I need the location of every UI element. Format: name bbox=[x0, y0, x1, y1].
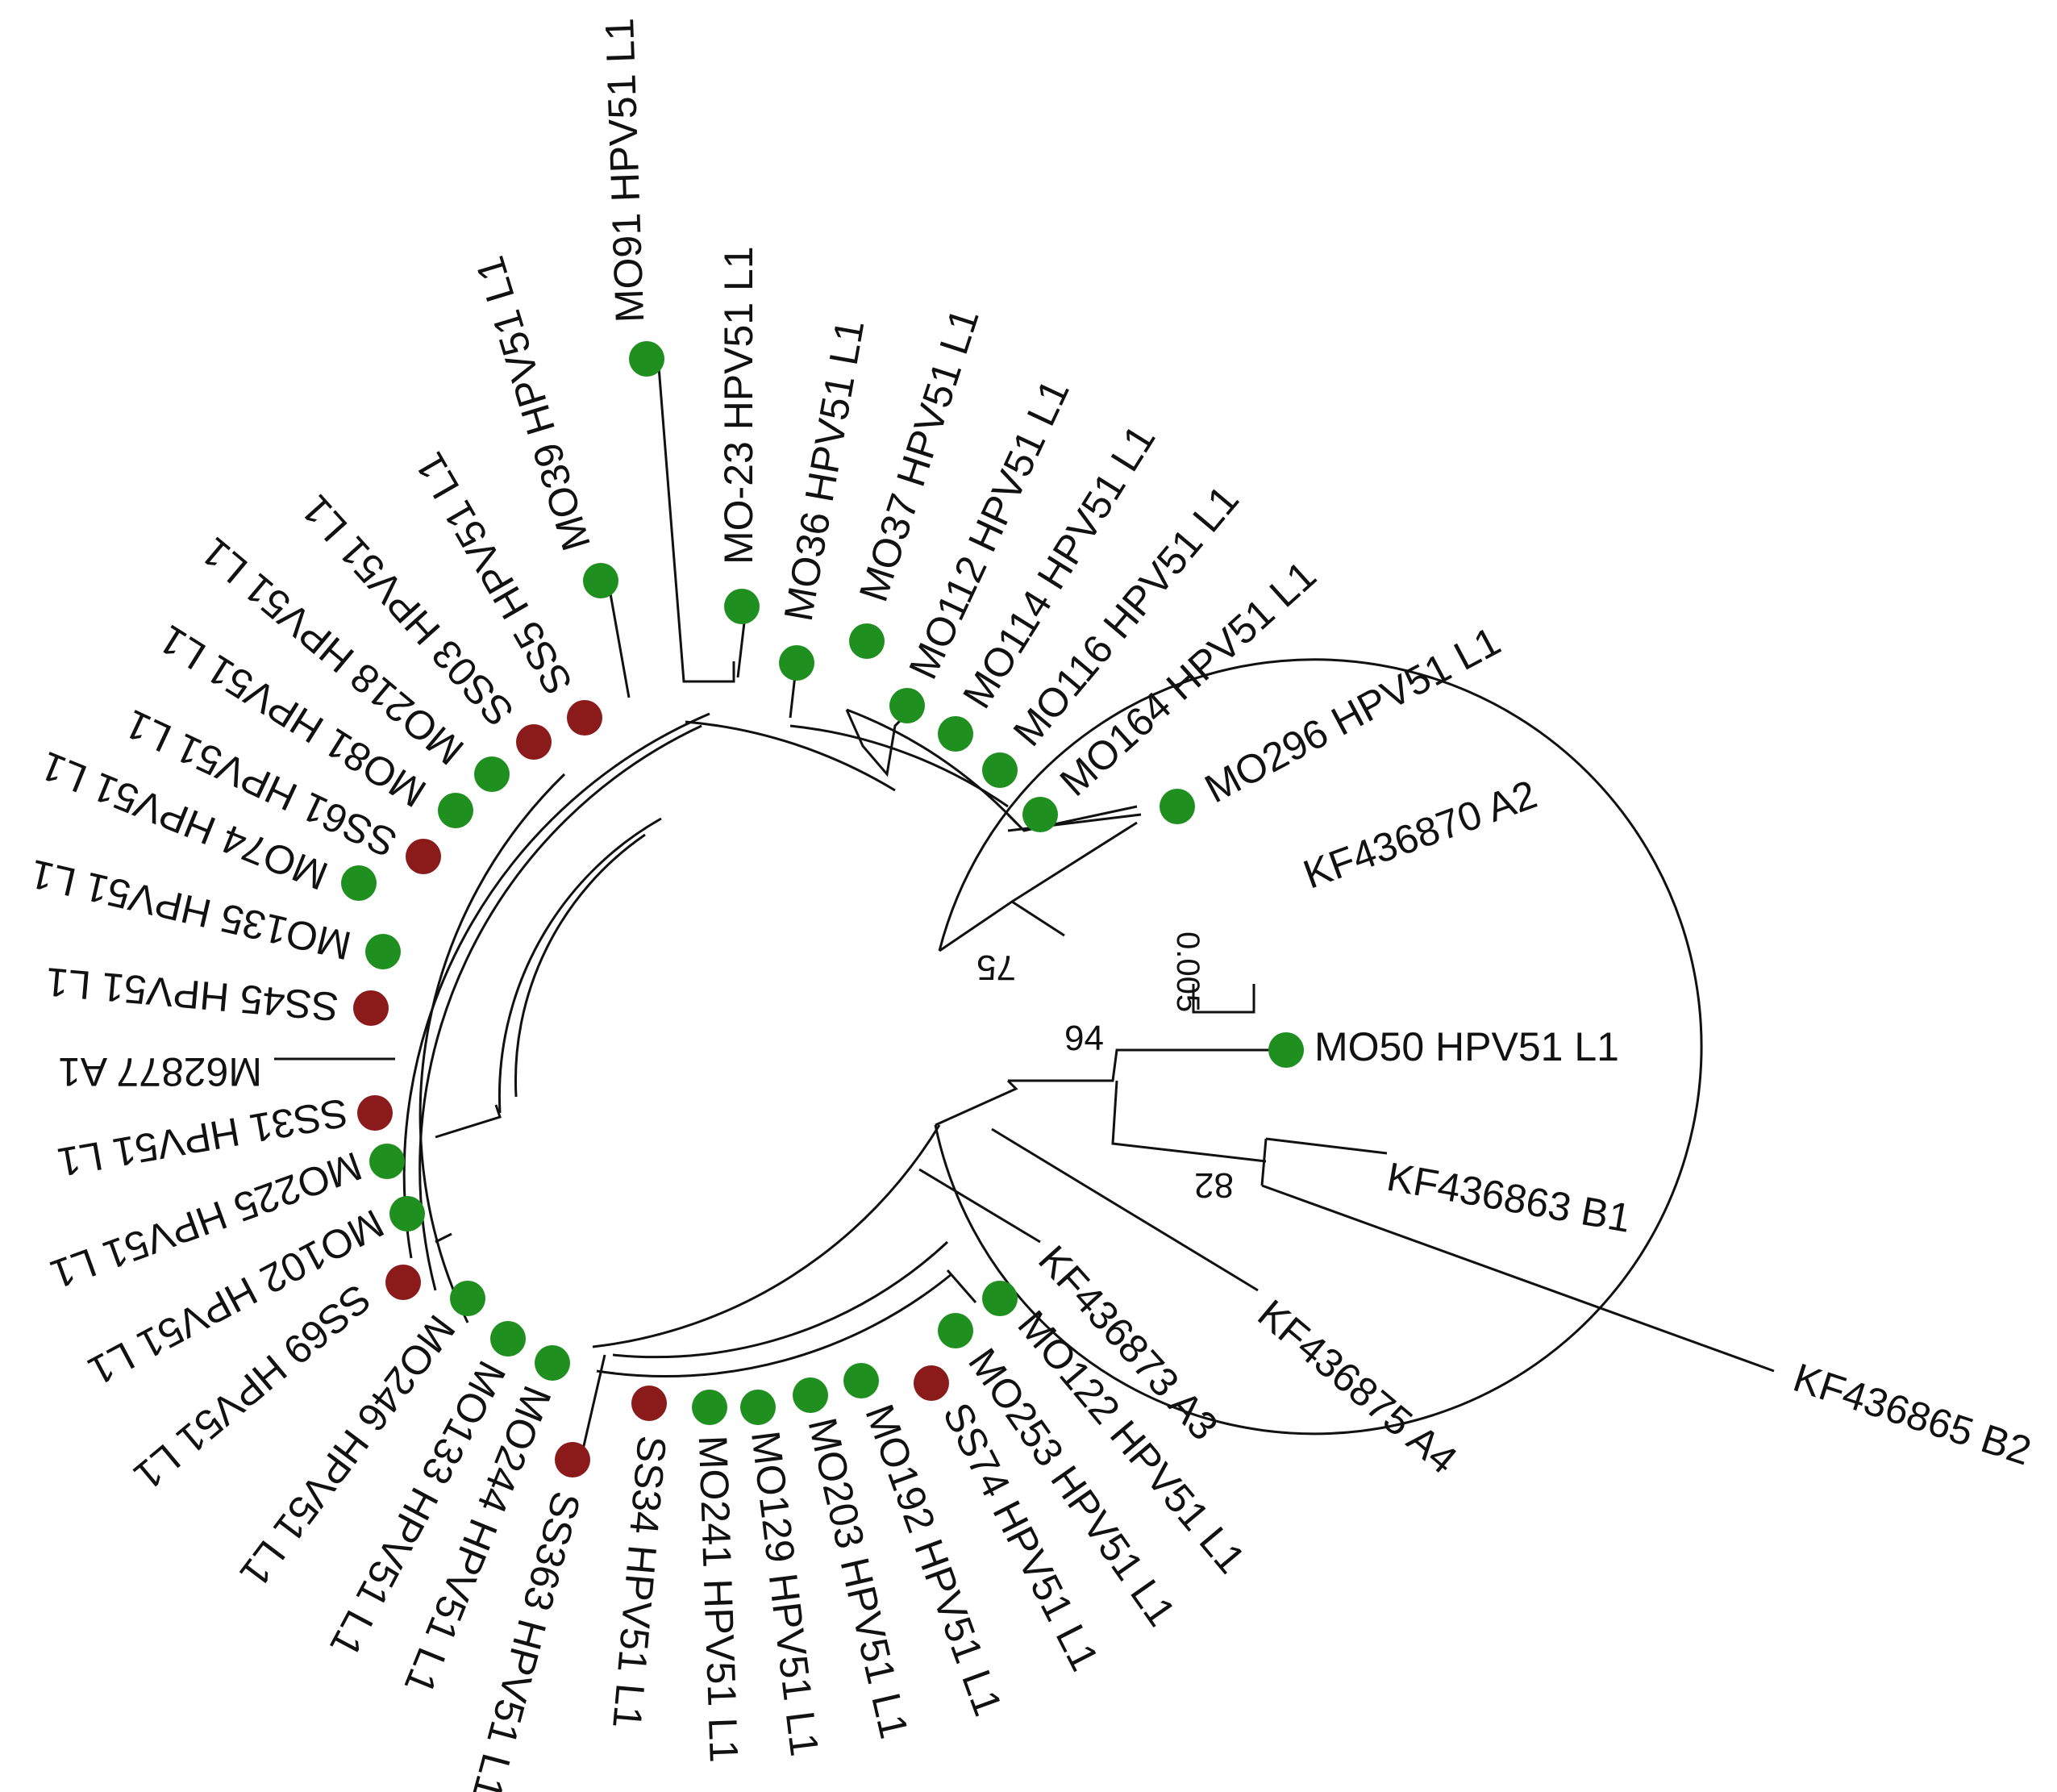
leaf-marker-red bbox=[357, 1095, 393, 1131]
arc-inner-3 bbox=[514, 833, 646, 1098]
leaf-label: M62877 A1 bbox=[58, 1049, 262, 1094]
leaf-marker-green bbox=[1268, 1032, 1304, 1068]
arc-left-3 bbox=[418, 773, 566, 1323]
leaf-marker-green bbox=[849, 623, 885, 659]
branch-mo225 bbox=[435, 1104, 502, 1139]
leaf-marker-green bbox=[341, 865, 377, 901]
branch-mo91 bbox=[656, 346, 735, 683]
leaf-marker-green bbox=[438, 793, 473, 828]
branch-mo122 bbox=[946, 1269, 977, 1303]
bootstrap-82: 82 bbox=[1194, 1165, 1234, 1205]
scale-bar-label: 0.005 bbox=[1170, 931, 1205, 1012]
leaf-marker-green bbox=[1160, 789, 1195, 824]
branch-b1-leaf bbox=[1265, 1137, 1388, 1155]
branch-a4 bbox=[991, 1127, 1259, 1292]
branch-a2 bbox=[939, 900, 1065, 952]
bootstrap-94: 94 bbox=[1064, 1019, 1104, 1058]
leaf-label: MO-23 HPV51 L1 bbox=[716, 246, 761, 565]
leaf-marker-green bbox=[535, 1345, 570, 1381]
branch-scale-bar bbox=[1192, 984, 1255, 1014]
leaf-marker-red bbox=[385, 1265, 421, 1300]
arc-top-1 bbox=[685, 720, 896, 792]
leaf-marker-green bbox=[583, 563, 618, 598]
leaf-label: SS45 HPV51 L1 bbox=[44, 959, 340, 1030]
branch-b1 bbox=[1260, 1138, 1268, 1186]
leaf-label: KF436865 B2 bbox=[1788, 1355, 2037, 1474]
bootstrap-75: 75 bbox=[976, 948, 1016, 987]
arc-left-2 bbox=[418, 724, 702, 1291]
arc-left-1 bbox=[402, 712, 710, 1259]
leaf-marker-green bbox=[490, 1321, 526, 1357]
arc-top-3 bbox=[846, 708, 1018, 824]
leaf-marker-green bbox=[779, 645, 814, 681]
branch-mo164 bbox=[1006, 805, 1138, 832]
tree-arcs bbox=[402, 658, 1703, 1436]
leaf-marker-green bbox=[692, 1390, 727, 1425]
leaf-marker-green bbox=[365, 934, 401, 969]
branch-b1b2 bbox=[1111, 1080, 1267, 1163]
leaf-marker-green bbox=[938, 716, 973, 752]
leaf-marker-red bbox=[406, 839, 441, 874]
leaf-marker-green bbox=[843, 1363, 879, 1398]
arc-inner-2 bbox=[498, 817, 662, 1114]
leaf-marker-green bbox=[793, 1377, 828, 1413]
leaf-label: SS34 HPV51 L1 bbox=[604, 1434, 675, 1731]
leaf-label: MO241 HPV51 L1 bbox=[690, 1435, 747, 1764]
leaf-label: KF436863 B1 bbox=[1384, 1154, 1634, 1241]
arc-outer-2 bbox=[596, 1273, 952, 1378]
branch-a3 bbox=[918, 1168, 1041, 1244]
leaf-marker-red bbox=[353, 990, 389, 1026]
leaf-marker-red bbox=[516, 724, 552, 760]
leaf-marker-green bbox=[389, 1196, 425, 1231]
leaf-marker-green bbox=[1022, 797, 1058, 832]
leaf-label: MO50 HPV51 L1 bbox=[1314, 1024, 1619, 1069]
leaf-labels: MO50 HPV51 L1 KF436863 B1 KF436865 B2 KF436… bbox=[26, 17, 2036, 1792]
leaf-marker-red bbox=[631, 1386, 667, 1421]
branch-b-node bbox=[1008, 1048, 1274, 1082]
leaf-marker-green bbox=[889, 688, 925, 723]
arc-top-2 bbox=[789, 724, 1009, 808]
arc-inner-1 bbox=[934, 658, 1703, 1436]
leaf-marker-green bbox=[724, 589, 760, 624]
branch-mo102 bbox=[435, 1232, 452, 1244]
leaf-marker-red bbox=[914, 1365, 949, 1401]
leaf-marker-green bbox=[369, 1144, 405, 1179]
leaf-label: KF436870 A2 bbox=[1297, 771, 1543, 897]
leaf-label: KF436875 A4 bbox=[1249, 1291, 1465, 1483]
leaf-marker-red bbox=[567, 700, 602, 736]
branch-mo39 bbox=[607, 584, 631, 698]
leaf-marker-red bbox=[555, 1442, 590, 1477]
leaf-marker-green bbox=[938, 1313, 973, 1348]
leaf-marker-green bbox=[450, 1281, 485, 1316]
branch-root-right bbox=[935, 1079, 1018, 1127]
leaf-marker-green bbox=[740, 1390, 776, 1425]
arc-outer-1 bbox=[592, 1124, 941, 1348]
leaf-marker-green bbox=[982, 1281, 1018, 1316]
branch-a2-leaf bbox=[1011, 821, 1138, 903]
arc-outer-3 bbox=[612, 1240, 949, 1359]
branch-ss34 bbox=[579, 1354, 606, 1461]
leaf-label: MO91 HPV51 L1 bbox=[597, 17, 652, 323]
leaf-marker-green bbox=[982, 752, 1018, 788]
leaf-marker-green bbox=[629, 341, 664, 377]
branch-b2-leaf bbox=[1261, 1184, 1775, 1373]
leaf-markers bbox=[341, 341, 1304, 1477]
leaf-marker-green bbox=[474, 756, 510, 792]
leaf-label: MO39 HPV51 L1 bbox=[467, 251, 599, 556]
